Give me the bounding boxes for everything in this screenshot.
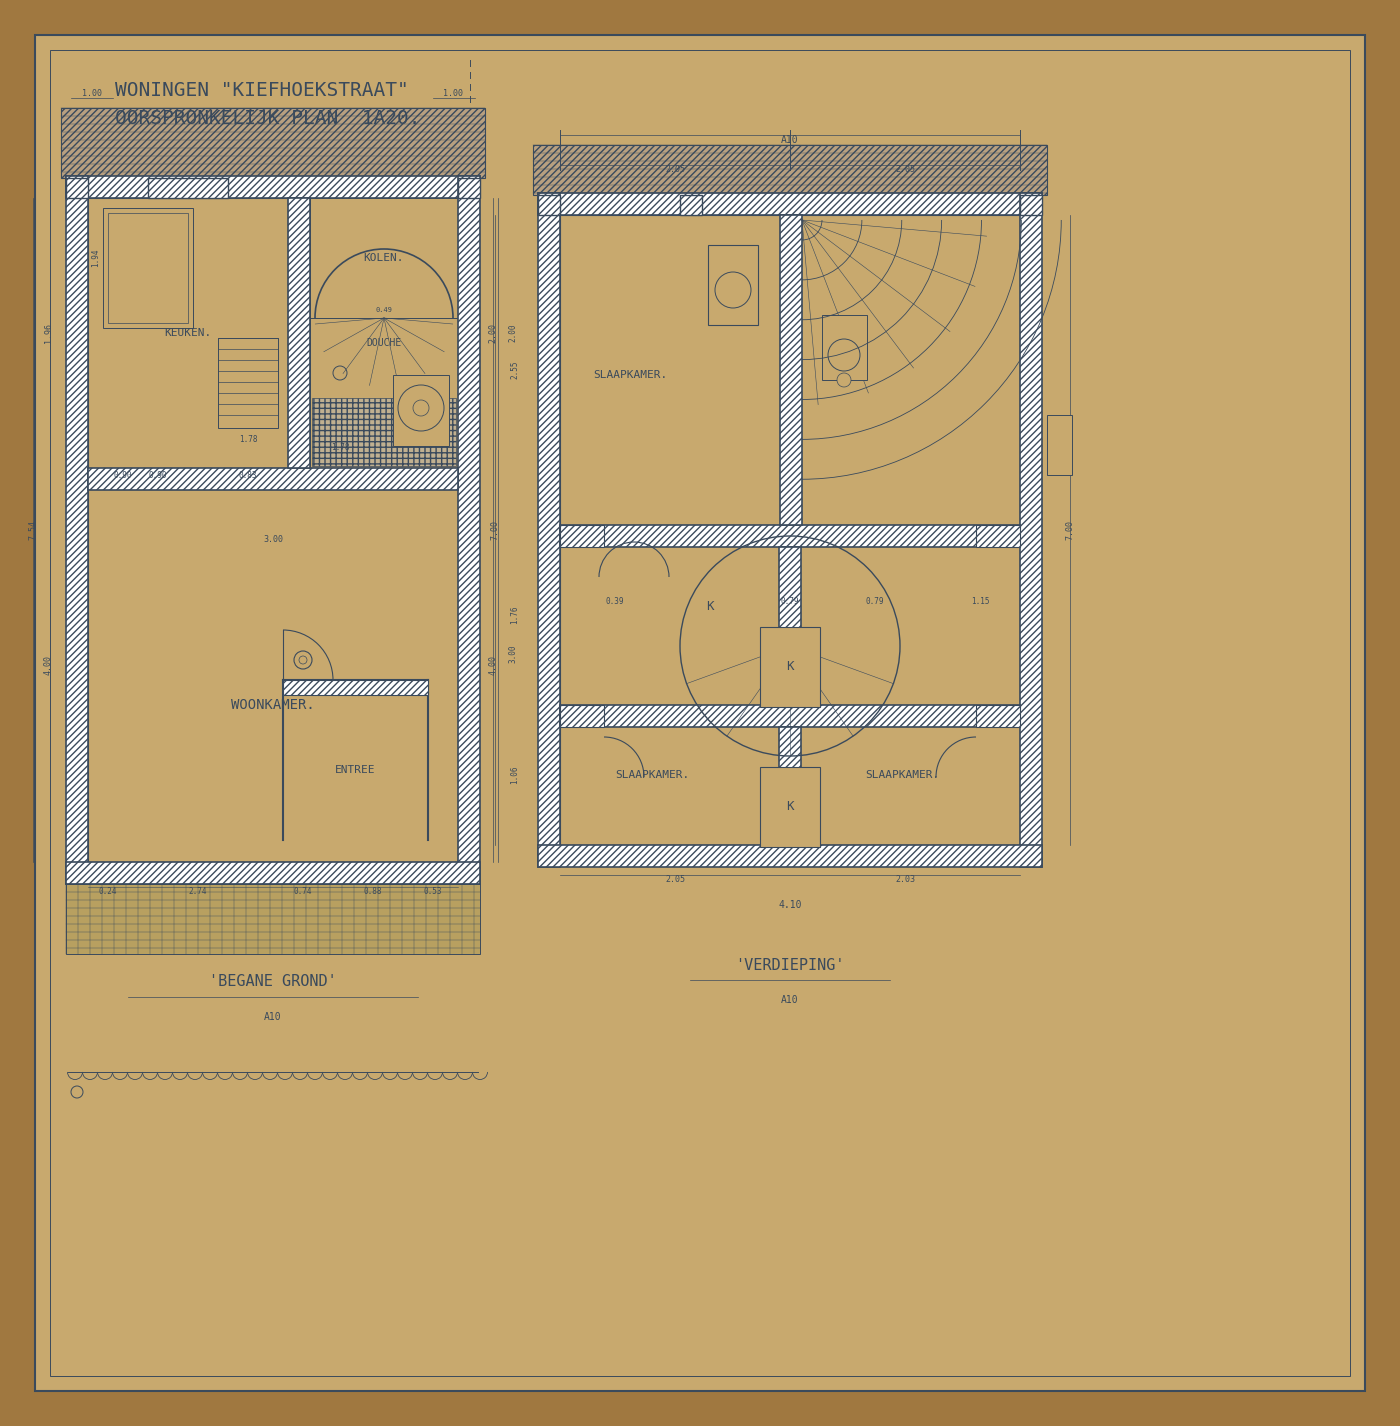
Bar xyxy=(538,193,560,867)
Text: 7.00: 7.00 xyxy=(490,520,500,540)
Bar xyxy=(560,525,1021,548)
Text: SLAAPKAMER.: SLAAPKAMER. xyxy=(615,770,689,780)
Text: 0.90: 0.90 xyxy=(113,472,132,481)
Text: 0.79: 0.79 xyxy=(781,597,799,606)
Bar xyxy=(560,525,603,548)
Text: 0.90: 0.90 xyxy=(148,472,167,481)
Text: 2.03: 2.03 xyxy=(895,876,916,884)
Text: KOLEN.: KOLEN. xyxy=(364,252,405,262)
Text: 0.88: 0.88 xyxy=(364,887,382,897)
Text: SLAAPKAMER.: SLAAPKAMER. xyxy=(592,369,668,379)
Bar xyxy=(88,468,458,491)
Text: 2.74: 2.74 xyxy=(189,887,207,897)
Text: 7.54: 7.54 xyxy=(28,520,38,540)
Text: ENTREE: ENTREE xyxy=(335,764,375,774)
Text: 2.00: 2.00 xyxy=(489,324,497,344)
Bar xyxy=(976,525,1021,548)
Bar xyxy=(760,767,820,847)
Text: 2.00: 2.00 xyxy=(508,324,518,342)
Text: 2.55: 2.55 xyxy=(511,361,519,379)
Text: A10: A10 xyxy=(781,995,799,1005)
Text: 4.00: 4.00 xyxy=(43,655,53,674)
Text: 2.05: 2.05 xyxy=(895,165,916,174)
Bar xyxy=(1021,193,1042,867)
Bar xyxy=(66,884,480,954)
Bar xyxy=(283,680,428,694)
Text: A10: A10 xyxy=(265,1012,281,1022)
Bar xyxy=(66,861,480,884)
Text: 'BEGANE GROND': 'BEGANE GROND' xyxy=(209,974,337,990)
Bar xyxy=(778,548,801,704)
Text: WOONKAMER.: WOONKAMER. xyxy=(231,697,315,712)
Text: WONINGEN "KIEFHOEKSTRAAT": WONINGEN "KIEFHOEKSTRAAT" xyxy=(115,80,409,100)
Text: 0.49: 0.49 xyxy=(375,307,392,312)
Bar xyxy=(288,198,309,468)
Bar xyxy=(108,212,188,324)
Text: 3.00: 3.00 xyxy=(508,645,518,663)
Bar xyxy=(309,318,458,468)
Text: 1.00: 1.00 xyxy=(83,88,102,97)
Text: 1.78: 1.78 xyxy=(239,435,258,445)
Text: KEUKEN.: KEUKEN. xyxy=(164,328,211,338)
Bar xyxy=(760,627,820,707)
Text: A10: A10 xyxy=(781,135,799,145)
Bar xyxy=(66,175,88,884)
Text: 0.24: 0.24 xyxy=(99,887,118,897)
Bar xyxy=(66,175,480,198)
Bar xyxy=(538,193,1042,215)
Bar xyxy=(560,215,1021,846)
Text: 2.05: 2.05 xyxy=(665,165,685,174)
Text: 0.79: 0.79 xyxy=(865,597,885,606)
Bar xyxy=(976,704,1021,727)
Bar xyxy=(560,704,1021,727)
Bar xyxy=(538,195,560,215)
Text: 2.05: 2.05 xyxy=(665,876,685,884)
Bar xyxy=(148,178,228,198)
Text: 0.39: 0.39 xyxy=(606,597,624,606)
Bar xyxy=(393,375,449,446)
Bar xyxy=(533,145,1047,195)
Bar xyxy=(458,175,480,884)
Text: 0.74: 0.74 xyxy=(294,887,312,897)
Text: K: K xyxy=(706,599,714,613)
Bar xyxy=(708,245,757,325)
Bar xyxy=(104,208,193,328)
Text: DOUCHE: DOUCHE xyxy=(367,338,402,348)
Circle shape xyxy=(837,374,851,386)
Text: 4.00: 4.00 xyxy=(489,655,497,674)
Bar xyxy=(780,215,802,525)
Text: 7.00: 7.00 xyxy=(1065,520,1075,540)
Text: 1.96: 1.96 xyxy=(43,324,53,344)
Text: 0.53: 0.53 xyxy=(424,887,442,897)
Bar xyxy=(1047,415,1072,475)
Text: K: K xyxy=(787,660,794,673)
Circle shape xyxy=(294,652,312,669)
Bar xyxy=(309,198,458,318)
Text: 1.78: 1.78 xyxy=(330,443,349,452)
Bar xyxy=(88,198,458,861)
Text: SLAAPKAMER.: SLAAPKAMER. xyxy=(865,770,939,780)
Bar xyxy=(822,315,867,379)
Text: K: K xyxy=(787,800,794,813)
Text: 3.00: 3.00 xyxy=(263,536,283,545)
Text: 1.15: 1.15 xyxy=(970,597,990,606)
Text: 4.10: 4.10 xyxy=(778,900,802,910)
Bar xyxy=(778,727,801,846)
Bar xyxy=(1021,195,1042,215)
Bar xyxy=(66,178,88,198)
Text: OORSPRONKELIJK PLAN  1A20.: OORSPRONKELIJK PLAN 1A20. xyxy=(115,108,420,127)
Bar xyxy=(458,178,480,198)
Bar xyxy=(312,398,456,466)
Text: 1.76: 1.76 xyxy=(511,606,519,625)
Text: 0.83: 0.83 xyxy=(239,472,258,481)
Text: 'VERDIEPING': 'VERDIEPING' xyxy=(735,957,844,973)
Text: 1.00: 1.00 xyxy=(442,88,463,97)
Bar xyxy=(680,195,701,215)
Bar xyxy=(560,704,603,727)
Bar xyxy=(62,108,484,178)
Bar xyxy=(538,846,1042,867)
Text: 1.94: 1.94 xyxy=(91,248,101,267)
Bar xyxy=(218,338,279,428)
Text: 1.06: 1.06 xyxy=(511,766,519,784)
